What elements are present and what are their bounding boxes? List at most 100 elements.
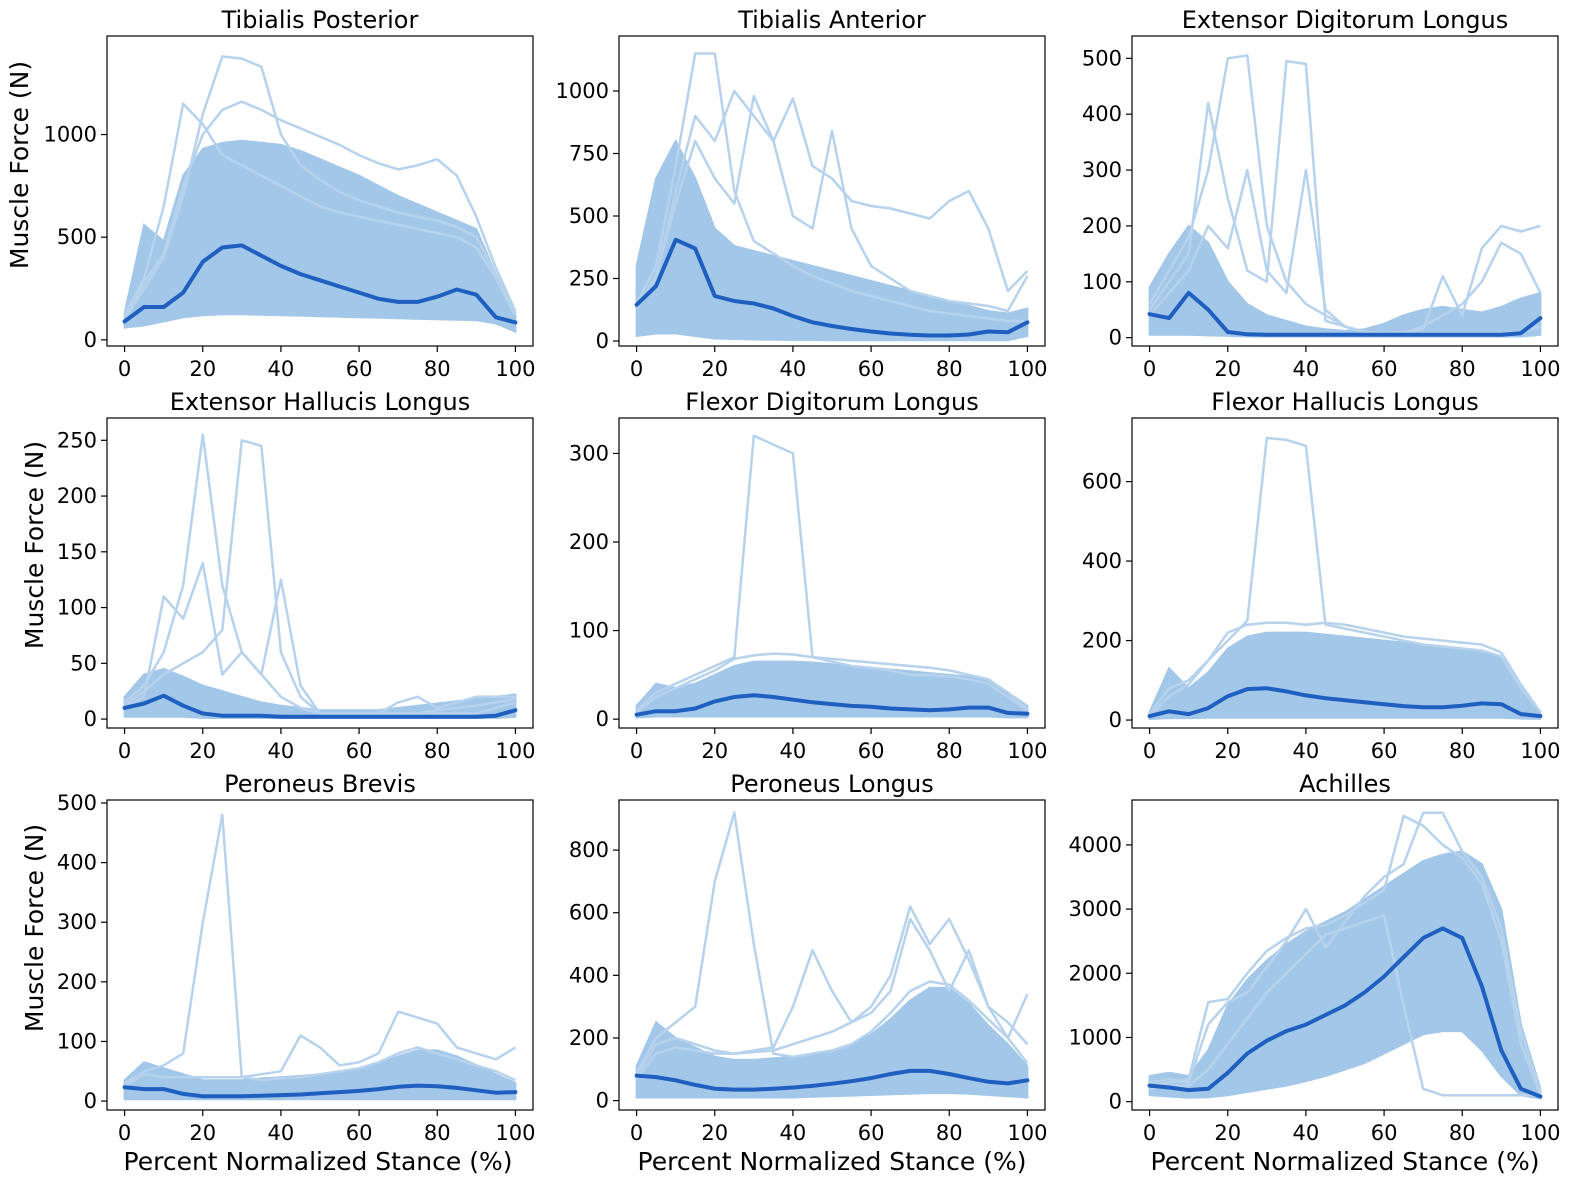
x-tick-label: 40: [1293, 739, 1320, 763]
y-tick-label: 0: [596, 707, 609, 731]
trial-line: [123, 813, 516, 1085]
y-tick-label: 200: [1082, 214, 1122, 238]
y-tick-label: 0: [84, 707, 97, 731]
y-tick-label: 200: [57, 970, 97, 994]
y-tick-label: 300: [1082, 158, 1122, 182]
y-tick-label: 500: [57, 225, 97, 249]
y-tick-label: 300: [57, 910, 97, 934]
plot-area: [122, 813, 518, 1101]
x-axis-label-col-2: Percent Normalized Stance (%): [638, 1147, 1027, 1176]
x-tick-label: 60: [858, 357, 885, 381]
x-tick-label: 80: [424, 1121, 451, 1145]
mean-line: [1147, 926, 1543, 1099]
y-tick-label: 0: [596, 1089, 609, 1113]
plot-area: [634, 434, 1030, 719]
mean-line: [1147, 290, 1543, 337]
axes-frame: [106, 799, 534, 1111]
panel-title: Extensor Hallucis Longus: [170, 388, 471, 416]
mean-line: [122, 1083, 518, 1099]
y-tick-label: 200: [1082, 629, 1122, 653]
x-tick-label: 80: [424, 739, 451, 763]
panel-title: Flexor Digitorum Longus: [685, 388, 978, 416]
y-tick-label: 750: [569, 142, 609, 166]
y-tick-label: 150: [57, 540, 97, 564]
x-tick-label: 100: [1520, 1121, 1560, 1145]
trial-line: [123, 102, 517, 316]
y-tick-label: 400: [569, 963, 609, 987]
axes-frame: [1131, 417, 1559, 729]
x-tick-label: 20: [1214, 357, 1241, 381]
plot-area: [634, 52, 1030, 342]
x-tick-label: 0: [630, 1121, 643, 1145]
trial-line: [635, 89, 1029, 307]
panel-title: Achilles: [1299, 770, 1391, 798]
x-tick-label: 20: [701, 1121, 728, 1145]
axes-frame: [106, 35, 534, 347]
y-tick-label: 3000: [1069, 897, 1122, 921]
x-tick-label: 80: [936, 739, 963, 763]
trial-line: [123, 561, 516, 715]
x-tick-label: 40: [780, 357, 807, 381]
mean-line: [122, 693, 518, 719]
x-tick-label: 0: [118, 739, 131, 763]
x-tick-label: 40: [268, 1121, 295, 1145]
y-tick-label: 0: [596, 329, 609, 353]
x-tick-label: 20: [189, 357, 216, 381]
trial-line: [635, 652, 1029, 714]
plot-area: [634, 811, 1030, 1099]
plot-area: [122, 433, 518, 719]
x-tick-label: 40: [268, 357, 295, 381]
y-tick-label: 800: [569, 838, 609, 862]
x-tick-label: 60: [858, 1121, 885, 1145]
trial-line: [635, 905, 1029, 1077]
y-tick-label: 600: [1082, 470, 1122, 494]
trial-envelope: [123, 667, 517, 719]
trial-line: [1148, 621, 1542, 717]
y-tick-label: 200: [57, 484, 97, 508]
y-tick-label: 0: [1109, 1090, 1122, 1114]
trial-line: [1148, 168, 1542, 335]
y-tick-label: 100: [569, 619, 609, 643]
trial-line: [635, 52, 1028, 323]
x-tick-label: 60: [1371, 1121, 1398, 1145]
y-axis-label-row-1: Muscle Force (N): [5, 61, 34, 269]
x-tick-label: 0: [1143, 357, 1156, 381]
trial-envelope: [123, 139, 517, 334]
trial-envelope: [635, 138, 1029, 342]
x-axis-label-col-1: Percent Normalized Stance (%): [124, 1147, 513, 1176]
x-tick-label: 80: [424, 357, 451, 381]
mean-line: [1147, 686, 1543, 719]
y-tick-label: 250: [569, 267, 609, 291]
panel-title: Extensor Digitorum Longus: [1182, 6, 1508, 34]
x-tick-label: 60: [1371, 357, 1398, 381]
y-tick-label: 400: [1082, 549, 1122, 573]
x-tick-label: 20: [1214, 739, 1241, 763]
y-tick-label: 400: [1082, 102, 1122, 126]
x-tick-label: 60: [1371, 739, 1398, 763]
x-tick-label: 0: [1143, 739, 1156, 763]
y-tick-label: 1000: [44, 123, 97, 147]
y-tick-label: 4000: [1069, 833, 1122, 857]
plot-area: [1147, 436, 1543, 720]
axes-frame: [618, 35, 1046, 347]
trial-line: [123, 1010, 517, 1088]
y-tick-label: 0: [1109, 326, 1122, 350]
x-tick-label: 60: [346, 357, 373, 381]
x-tick-label: 100: [1007, 1121, 1047, 1145]
trial-line: [1149, 811, 1542, 1093]
y-tick-label: 400: [57, 851, 97, 875]
axes-frame: [618, 799, 1046, 1111]
plot-area: [1147, 54, 1543, 338]
x-tick-label: 100: [495, 739, 535, 763]
panel-title: Peroneus Longus: [730, 770, 934, 798]
y-axis-label-row-2: Muscle Force (N): [20, 441, 49, 649]
x-tick-label: 20: [701, 357, 728, 381]
x-tick-label: 60: [858, 739, 885, 763]
y-tick-label: 250: [57, 428, 97, 452]
x-tick-label: 80: [936, 357, 963, 381]
x-tick-label: 0: [118, 1121, 131, 1145]
x-tick-label: 40: [780, 739, 807, 763]
axes-frame: [618, 417, 1046, 729]
